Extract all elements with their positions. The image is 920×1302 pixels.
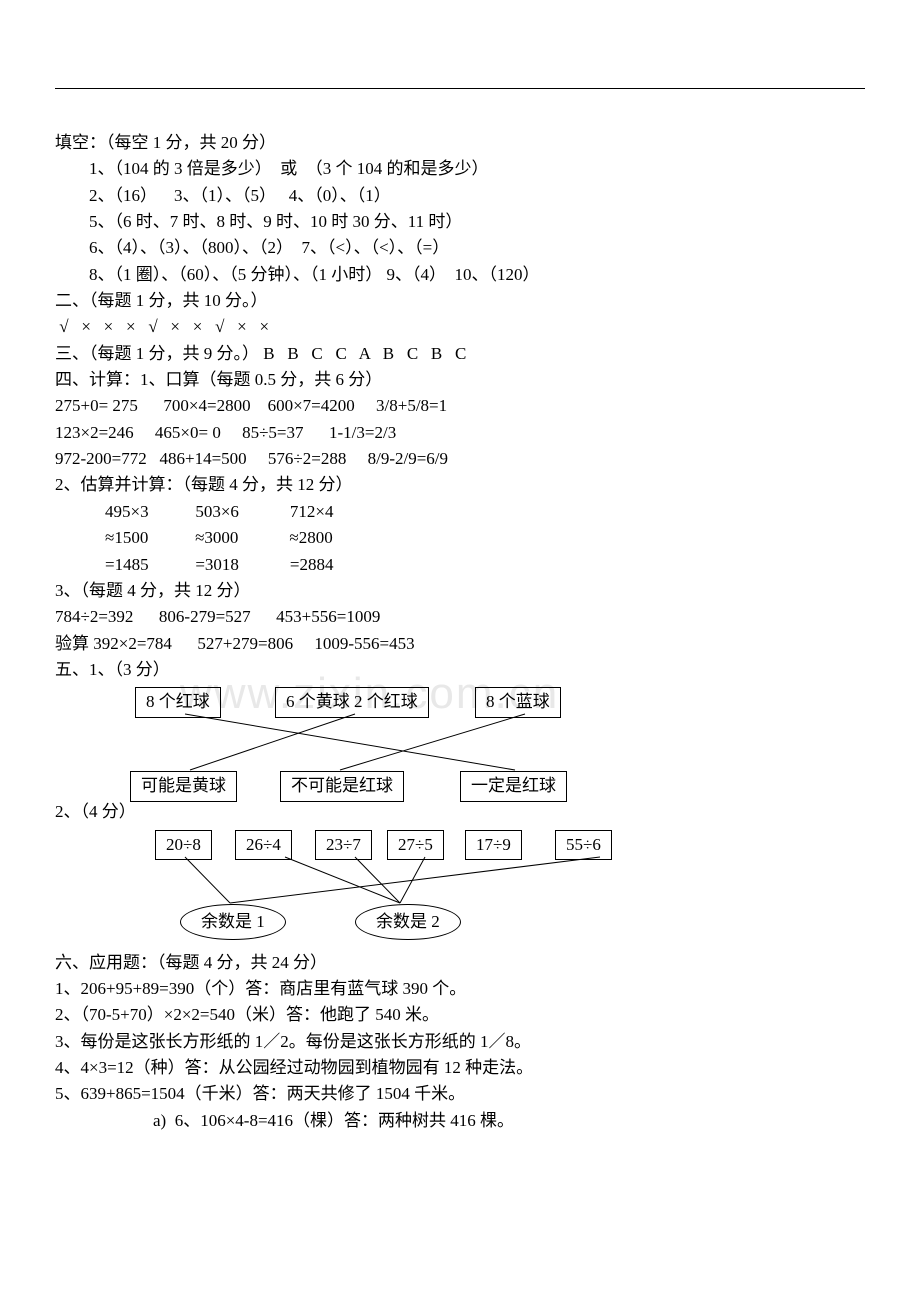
section2-answers: √ × × × √ × × √ × ×: [55, 314, 865, 340]
calc-row: 972-200=772 486+14=500 576÷2=288 8/9-2/9…: [55, 446, 865, 472]
remainder-oval: 余数是 2: [355, 904, 461, 940]
section5-header: 五、1、（3 分）: [55, 657, 865, 683]
section3-text: 三、（每题 1 分，共 9 分。） B B C C A B C B C: [55, 341, 865, 367]
fill-item: 6、（4）、（3）、（800）、（2） 7、（<）、（<）、（=）: [89, 235, 865, 261]
document-body: 填空：（每空 1 分，共 20 分） 1、（104 的 3 倍是多少） 或 （3…: [55, 130, 865, 1134]
match-box-bottom: 可能是黄球: [130, 771, 237, 801]
app-item: 3、每份是这张长方形纸的 1／2。每份是这张长方形纸的 1／8。: [55, 1029, 865, 1055]
app-item: 1、206+95+89=390（个）答：商店里有蓝气球 390 个。: [55, 976, 865, 1002]
section4-header: 四、计算：1、口算（每题 0.5 分，共 6 分）: [55, 367, 865, 393]
section-fill-header: 填空：（每空 1 分，共 20 分）: [55, 130, 865, 156]
remainder-oval: 余数是 1: [180, 904, 286, 940]
match-box-top: 8 个蓝球: [475, 687, 561, 717]
match-box-top: 6 个黄球 2 个红球: [275, 687, 429, 717]
division-box: 26÷4: [235, 830, 292, 860]
division-box: 27÷5: [387, 830, 444, 860]
section4-part3-header: 3、（每题 4 分，共 12 分）: [55, 578, 865, 604]
app-item-last: a) 6、106×4-8=416（棵）答：两种树共 416 棵。: [55, 1108, 865, 1134]
fill-item: 5、（6 时、7 时、8 时、9 时、10 时 30 分、11 时）: [89, 209, 865, 235]
matching-diagram-2: 20÷8 26÷4 23÷7 27÷5 17÷9 55÷6 余数是 1 余数是 2: [55, 830, 865, 940]
fill-item: 1、（104 的 3 倍是多少） 或 （3 个 104 的和是多少）: [89, 156, 865, 182]
app-item: 2、（70-5+70）×2×2=540（米）答：他跑了 540 米。: [55, 1002, 865, 1028]
app-item: 4、4×3=12（种）答：从公园经过动物园到植物园有 12 种走法。: [55, 1055, 865, 1081]
section2-header: 二、（每题 1 分，共 10 分。）: [55, 288, 865, 314]
verify-row: 验算 392×2=784 527+279=806 1009-556=453: [55, 631, 865, 657]
estimate-row: ≈1500 ≈3000 ≈2800: [105, 525, 865, 551]
section6-header: 六、应用题：（每题 4 分，共 24 分）: [55, 950, 865, 976]
division-box: 17÷9: [465, 830, 522, 860]
estimate-row: 495×3 503×6 712×4: [105, 499, 865, 525]
section4-part2-header: 2、估算并计算：（每题 4 分，共 12 分）: [55, 472, 865, 498]
section5-part2-header: 2、（4 分）: [55, 799, 865, 825]
calc-row: 275+0= 275 700×4=2800 600×7=4200 3/8+5/8…: [55, 393, 865, 419]
app-item: 5、639+865=1504（千米）答：两天共修了 1504 千米。: [55, 1081, 865, 1107]
estimate-row: =1485 =3018 =2884: [105, 552, 865, 578]
verify-row: 784÷2=392 806-279=527 453+556=1009: [55, 604, 865, 630]
match-box-bottom: 一定是红球: [460, 771, 567, 801]
matching-diagram-1: 8 个红球 6 个黄球 2 个红球 8 个蓝球 可能是黄球 不可能是红球 一定是红球: [55, 687, 865, 799]
division-box: 55÷6: [555, 830, 612, 860]
division-box: 20÷8: [155, 830, 212, 860]
calc-row: 123×2=246 465×0= 0 85÷5=37 1-1/3=2/3: [55, 420, 865, 446]
match-box-top: 8 个红球: [135, 687, 221, 717]
division-box: 23÷7: [315, 830, 372, 860]
match-box-bottom: 不可能是红球: [280, 771, 404, 801]
header-rule: [55, 88, 865, 89]
fill-item: 2、（16） 3、（1）、（5） 4、（0）、（1）: [89, 183, 865, 209]
fill-item: 8、（1 圈）、（60）、（5 分钟）、（1 小时） 9、（4） 10、（120…: [89, 262, 865, 288]
